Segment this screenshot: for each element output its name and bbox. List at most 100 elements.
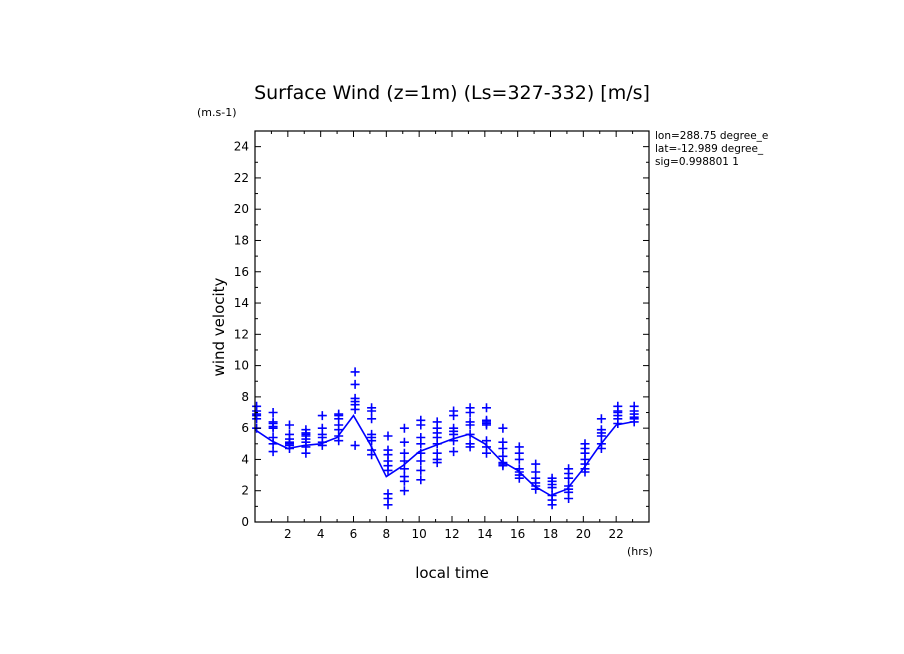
y-axis-label: wind velocity (210, 277, 228, 376)
scatter-point-6-6 (350, 440, 360, 450)
info-line-lon: lon=288.75 degree_e (655, 130, 768, 142)
scatter-point-13-6 (465, 442, 475, 452)
scatter-point-4-0 (317, 411, 327, 421)
scatter-point-17-0 (531, 459, 541, 469)
scatter-point-8-0 (383, 431, 393, 441)
scatter-point-1-4 (268, 423, 278, 433)
y-tick-label-6: 6 (241, 421, 249, 435)
scatter-point-11-7 (432, 458, 442, 468)
scatter-point-7-5 (367, 436, 377, 446)
x-tick-label-8: 8 (383, 527, 391, 541)
x-tick-label-14: 14 (477, 527, 492, 541)
scatter-point-19-6 (564, 494, 574, 503)
x-tick-label-2: 2 (284, 527, 292, 541)
info-line-sig: sig=0.998801 1 (655, 156, 739, 168)
scatter-point-10-3 (416, 439, 426, 449)
scatter-point-10-1 (416, 420, 426, 430)
scatter-point-16-2 (514, 454, 524, 464)
scatter-point-21-5 (596, 444, 606, 453)
scatter-point-15-0 (498, 423, 508, 433)
scatter-point-7-7 (367, 450, 377, 460)
x-tick-label-20: 20 (576, 527, 591, 541)
x-tick-label-16: 16 (510, 527, 525, 541)
y-tick-label-14: 14 (234, 296, 249, 310)
scatter-point-13-1 (465, 408, 475, 417)
scatter-point-7-1 (367, 406, 377, 416)
scatter-point-3-7 (301, 448, 311, 458)
x-tick-label-12: 12 (444, 527, 459, 541)
x-axis-label: local time (415, 564, 489, 582)
x-tick-label-22: 22 (609, 527, 624, 541)
y-tick-label-8: 8 (241, 390, 249, 404)
plot-marks (252, 367, 639, 510)
scatter-point-16-6 (514, 473, 524, 483)
scatter-point-10-4 (416, 448, 426, 458)
scatter-point-9-7 (399, 486, 409, 496)
x-tick-label-6: 6 (350, 527, 358, 541)
scatter-point-7-2 (367, 414, 377, 424)
scatter-point-9-0 (399, 423, 409, 433)
scatter-point-5-6 (334, 436, 344, 446)
y-tick-label-12: 12 (234, 327, 249, 341)
scatter-point-6-5 (350, 404, 360, 414)
scatter-point-23-5 (629, 417, 639, 427)
scatter-point-14-4 (482, 420, 491, 430)
scatter-point-1-7 (268, 447, 278, 457)
scatter-point-12-1 (449, 411, 459, 421)
scatter-point-9-4 (399, 464, 409, 474)
y-tick-label-16: 16 (234, 265, 249, 279)
y-tick-label-2: 2 (241, 484, 249, 498)
scatter-point-6-0 (350, 367, 360, 377)
y-tick-label-22: 22 (234, 171, 249, 185)
x-tick-label-4: 4 (317, 527, 325, 541)
scatter-point-13-3 (465, 420, 475, 430)
scatter-point-0-4 (252, 414, 262, 424)
scatter-point-10-5 (416, 456, 426, 466)
x-tick-label-18: 18 (543, 527, 558, 541)
scatter-point-9-6 (399, 476, 409, 486)
scatter-point-15-2 (498, 444, 508, 453)
scatter-point-13-4 (465, 429, 475, 439)
y-tick-label-18: 18 (234, 233, 249, 247)
scatter-point-9-2 (399, 448, 409, 458)
chart-title: Surface Wind (z=1m) (Ls=327-332) [m/s] (254, 82, 650, 104)
scatter-point-2-6 (285, 444, 294, 453)
x-unit-label: (hrs) (627, 545, 653, 558)
y-tick-label-10: 10 (234, 359, 249, 373)
mean-line (254, 414, 633, 497)
scatter-point-14-7 (482, 448, 491, 458)
scatter-point-9-1 (399, 437, 409, 447)
scatter-point-10-7 (416, 475, 426, 485)
scatter-point-12-5 (449, 436, 459, 446)
scatter-point-14-0 (482, 403, 491, 413)
scatter-point-8-8 (383, 500, 393, 510)
y-unit-label: (m.s-1) (197, 106, 237, 119)
scatter-point-10-6 (416, 465, 426, 475)
scatter-point-18-6 (547, 500, 557, 510)
scatter-point-17-5 (531, 484, 541, 494)
info-line-lat: lat=-12.989 degree_ (655, 143, 764, 155)
scatter-point-4-5 (317, 440, 327, 450)
x-tick-label-10: 10 (412, 527, 427, 541)
plot-frame (254, 130, 650, 523)
scatter-point-1-0 (268, 408, 278, 417)
y-tick-label-24: 24 (234, 140, 249, 154)
info-clip-mask (780, 125, 820, 170)
scatter-point-2-0 (285, 420, 294, 430)
y-tick-label-0: 0 (241, 515, 249, 529)
scatter-point-11-4 (432, 439, 442, 449)
scatter-point-1-6 (268, 439, 278, 449)
scatter-point-21-3 (596, 431, 606, 441)
scatter-point-8-5 (383, 465, 393, 475)
y-tick-label-4: 4 (241, 452, 249, 466)
y-tick-label-20: 20 (234, 202, 249, 216)
scatter-point-9-3 (399, 456, 409, 466)
scatter-point-12-6 (449, 447, 459, 457)
scatter-point-20-6 (580, 467, 590, 477)
scatter-point-22-5 (613, 419, 623, 428)
scatter-point-15-6 (498, 461, 508, 471)
scatter-point-6-1 (350, 379, 360, 389)
scatter-point-18-3 (547, 483, 557, 493)
